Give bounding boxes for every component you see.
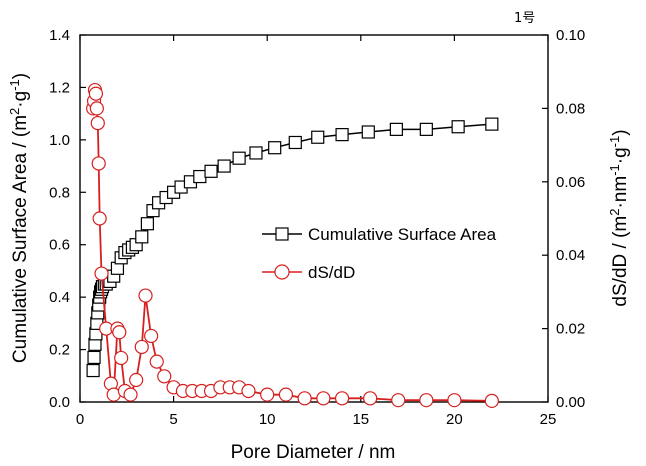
- data-point-dsdd: [484, 393, 499, 408]
- data-point-cumulative: [288, 135, 302, 150]
- data-point-dsdd: [297, 391, 312, 406]
- y-right-tick-label: 0.08: [556, 100, 585, 117]
- data-point-cumulative: [311, 130, 325, 144]
- data-point-dsdd: [129, 372, 144, 388]
- data-point-cumulative: [193, 169, 207, 184]
- data-point-cumulative: [217, 159, 231, 173]
- y-left-tick-label: 1.0: [49, 132, 70, 149]
- y-left-tick-label: 0.8: [49, 184, 70, 201]
- x-axis-title: Pore Diameter / nm: [231, 442, 396, 463]
- data-point-dsdd: [138, 288, 153, 303]
- legend-marker-circle: [274, 264, 290, 280]
- data-point-dsdd: [419, 393, 434, 408]
- data-point-cumulative: [485, 117, 499, 131]
- data-point-dsdd: [89, 101, 104, 116]
- data-point-dsdd: [334, 391, 350, 406]
- data-point-cumulative: [451, 120, 465, 134]
- data-point-dsdd: [92, 211, 107, 226]
- y-left-tick-label: 0.4: [49, 289, 70, 306]
- data-point-cumulative: [268, 141, 282, 155]
- data-point-dsdd: [278, 387, 294, 402]
- data-point-dsdd: [260, 387, 275, 402]
- data-point-dsdd: [144, 328, 159, 344]
- x-tick-label: 5: [169, 411, 177, 428]
- data-point-dsdd: [149, 354, 164, 369]
- data-point-cumulative: [135, 230, 149, 244]
- data-point-dsdd: [88, 86, 104, 101]
- y-right-tick-label: 0.04: [556, 247, 585, 264]
- data-point-cumulative: [140, 217, 154, 231]
- data-point-cumulative: [389, 122, 403, 136]
- series-layer: [86, 82, 499, 408]
- data-point-dsdd: [134, 339, 149, 355]
- x-tick-label: 0: [76, 411, 84, 428]
- y-right-tick-label: 0.10: [556, 27, 585, 44]
- y-right-tick-label: 0.00: [556, 394, 585, 411]
- x-tick-label: 20: [446, 411, 463, 428]
- data-point-cumulative: [204, 164, 218, 178]
- data-point-cumulative: [335, 128, 349, 142]
- legend-marker-square: [275, 227, 289, 241]
- legend: Cumulative Surface Area dS/dD: [262, 225, 497, 282]
- y-left-tick-label: 1.4: [49, 27, 70, 44]
- data-point-cumulative: [87, 350, 101, 365]
- y-left-tick-label: 1.2: [49, 79, 70, 96]
- data-point-cumulative: [86, 363, 100, 378]
- data-point-dsdd: [94, 266, 109, 281]
- plot-frame: [79, 34, 549, 403]
- data-point-dsdd: [114, 350, 129, 366]
- y-left-tick-label: 0.6: [49, 237, 70, 254]
- legend-label-dsdd: dS/dD: [308, 263, 355, 282]
- legend-label-cumulative: Cumulative Surface Area: [308, 225, 497, 244]
- y-left-tick-label: 0.0: [49, 394, 70, 411]
- data-point-dsdd: [90, 115, 105, 131]
- x-tick-label: 15: [352, 411, 369, 428]
- y-axis-left-title: Cumulative Surface Area / (m2·g-1): [7, 73, 31, 363]
- y-axis-right-title: dS/dD / (m2·nm-1·g-1): [607, 129, 631, 306]
- x-tick-label: 25: [540, 411, 557, 428]
- data-point-cumulative: [419, 122, 433, 136]
- corner-label: 1号: [514, 11, 535, 26]
- data-point-cumulative: [249, 146, 263, 160]
- data-point-dsdd: [157, 369, 172, 384]
- axes-layer: 0 5 10 15 20 25 0.0 0.2 0.4 0.6 0.8 1.0 1.2 1.4 0.00 0.…: [49, 27, 585, 428]
- data-point-cumulative: [232, 151, 246, 165]
- data-point-cumulative: [361, 125, 375, 139]
- y-right-tick-label: 0.02: [556, 321, 585, 338]
- data-point-dsdd: [316, 391, 331, 406]
- x-tick-label: 10: [259, 411, 276, 428]
- data-point-dsdd: [241, 383, 256, 399]
- data-point-dsdd: [91, 156, 106, 171]
- data-point-dsdd: [123, 387, 138, 402]
- data-point-dsdd: [391, 393, 406, 408]
- data-point-dsdd: [112, 325, 127, 340]
- y-right-tick-label: 0.06: [556, 174, 585, 191]
- y-left-tick-label: 0.2: [49, 342, 70, 359]
- data-point-dsdd: [447, 393, 462, 408]
- data-point-dsdd: [363, 391, 378, 406]
